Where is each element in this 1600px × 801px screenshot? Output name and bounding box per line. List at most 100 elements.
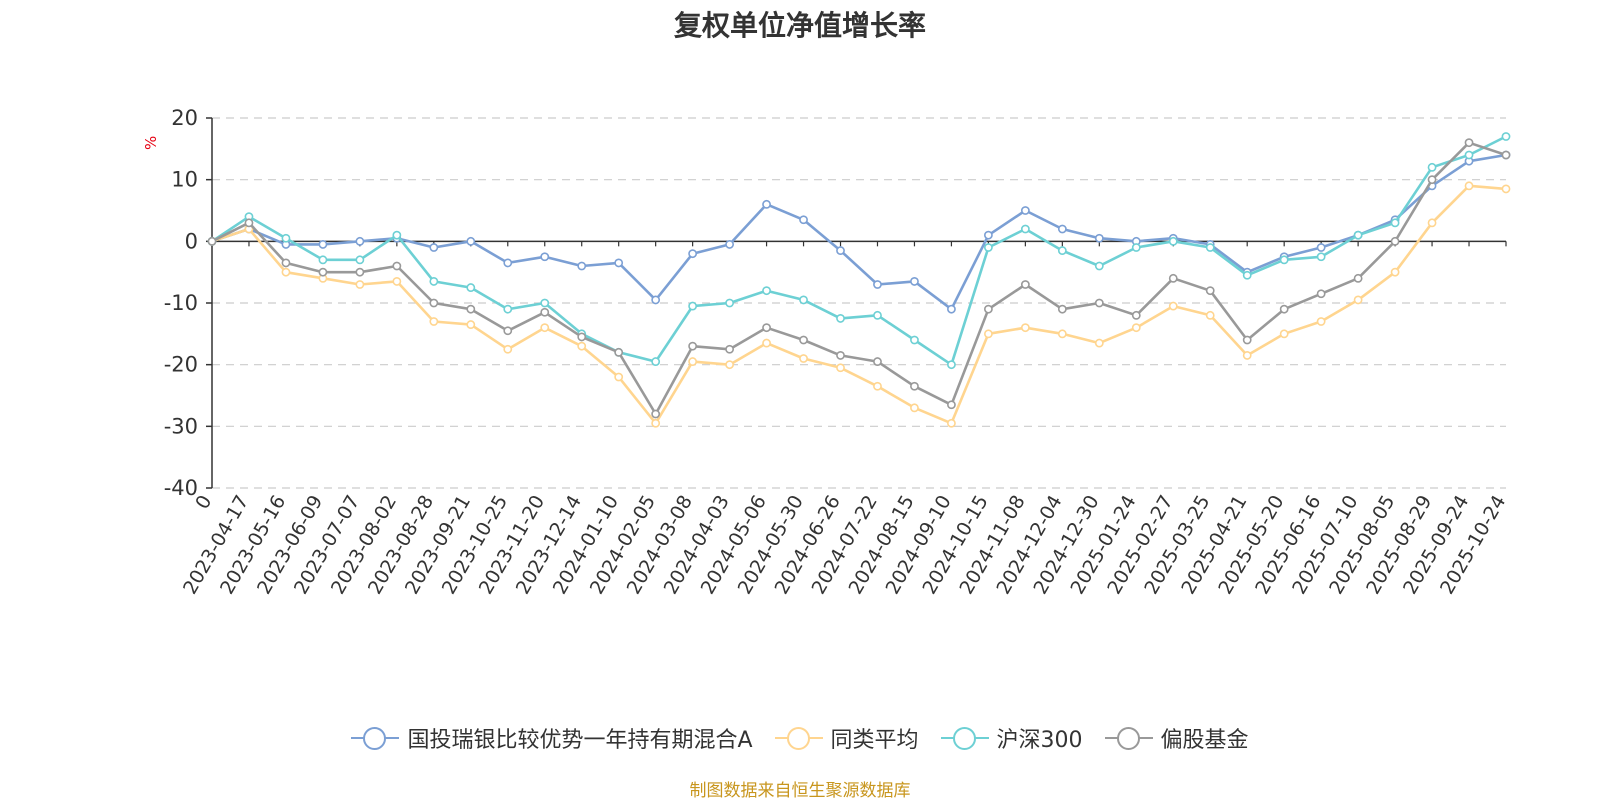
data-point[interactable]	[1316, 317, 1326, 326]
data-point[interactable]	[836, 314, 845, 323]
data-point[interactable]	[1501, 132, 1511, 141]
data-point[interactable]	[1242, 335, 1252, 345]
data-point[interactable]	[1390, 218, 1400, 228]
data-point[interactable]	[503, 326, 513, 336]
data-point[interactable]	[836, 363, 845, 373]
data-point[interactable]	[947, 360, 956, 370]
legend-item-csi300[interactable]: 沪深300	[940, 722, 1083, 754]
data-point[interactable]	[799, 215, 808, 225]
data-point[interactable]	[1168, 273, 1178, 283]
data-point[interactable]	[1316, 243, 1326, 252]
data-point[interactable]	[910, 381, 919, 391]
data-point[interactable]	[651, 418, 661, 428]
data-point[interactable]	[429, 317, 439, 326]
data-point[interactable]	[392, 230, 402, 240]
data-point[interactable]	[540, 252, 550, 262]
data-point[interactable]	[577, 332, 587, 342]
data-point[interactable]	[688, 341, 698, 351]
data-point[interactable]	[651, 409, 661, 419]
data-point[interactable]	[577, 341, 587, 351]
data-point[interactable]	[1020, 280, 1030, 289]
data-point[interactable]	[984, 304, 993, 314]
data-point[interactable]	[1020, 323, 1030, 333]
data-point[interactable]	[1131, 323, 1141, 333]
data-point[interactable]	[984, 329, 993, 339]
data-point[interactable]	[355, 255, 365, 265]
data-point[interactable]	[1242, 351, 1252, 360]
data-point[interactable]	[836, 246, 845, 255]
data-point[interactable]	[873, 357, 882, 366]
data-point[interactable]	[688, 301, 698, 311]
data-point[interactable]	[984, 243, 993, 252]
data-point[interactable]	[1353, 230, 1363, 240]
legend-item-fund[interactable]: 国投瑞银比较优势一年持有期混合A	[351, 722, 753, 754]
data-point[interactable]	[1131, 310, 1141, 320]
data-point[interactable]	[688, 357, 698, 366]
data-point[interactable]	[1057, 224, 1067, 234]
data-point[interactable]	[1094, 298, 1104, 308]
data-point[interactable]	[1316, 252, 1326, 262]
data-point[interactable]	[392, 277, 402, 286]
data-point[interactable]	[799, 354, 808, 363]
data-point[interactable]	[1205, 310, 1215, 320]
data-point[interactable]	[318, 267, 328, 277]
data-point[interactable]	[799, 295, 808, 305]
data-point[interactable]	[762, 286, 771, 296]
data-point[interactable]	[466, 304, 476, 314]
data-point[interactable]	[725, 298, 734, 308]
data-point[interactable]	[355, 267, 365, 277]
data-point[interactable]	[1501, 150, 1511, 160]
data-point[interactable]	[651, 357, 661, 366]
data-point[interactable]	[1390, 267, 1400, 277]
data-point[interactable]	[614, 258, 624, 268]
data-point[interactable]	[688, 249, 698, 259]
legend-item-peer-average[interactable]: 同类平均	[774, 722, 919, 754]
data-point[interactable]	[1464, 138, 1474, 148]
data-point[interactable]	[1020, 206, 1030, 215]
data-point[interactable]	[429, 298, 439, 308]
data-point[interactable]	[503, 344, 513, 354]
data-point[interactable]	[1168, 301, 1178, 311]
data-point[interactable]	[910, 335, 919, 345]
data-point[interactable]	[1205, 286, 1215, 296]
data-point[interactable]	[540, 307, 550, 317]
data-point[interactable]	[725, 360, 734, 370]
data-point[interactable]	[614, 347, 624, 357]
data-point[interactable]	[540, 323, 550, 333]
data-point[interactable]	[614, 372, 624, 382]
data-point[interactable]	[466, 283, 476, 292]
data-point[interactable]	[1279, 304, 1289, 314]
data-point[interactable]	[947, 400, 956, 410]
data-point[interactable]	[910, 403, 919, 413]
data-point[interactable]	[1279, 329, 1289, 339]
data-point[interactable]	[1057, 329, 1067, 339]
data-point[interactable]	[429, 243, 439, 252]
data-point[interactable]	[873, 310, 882, 320]
data-point[interactable]	[873, 381, 882, 391]
data-point[interactable]	[1242, 270, 1252, 280]
data-point[interactable]	[577, 261, 587, 271]
data-point[interactable]	[873, 280, 882, 289]
data-point[interactable]	[1057, 304, 1067, 314]
data-point[interactable]	[540, 298, 550, 308]
data-point[interactable]	[1057, 246, 1067, 255]
data-point[interactable]	[318, 240, 328, 249]
data-point[interactable]	[1501, 184, 1511, 194]
data-point[interactable]	[244, 218, 254, 228]
data-point[interactable]	[947, 304, 956, 314]
data-point[interactable]	[725, 344, 734, 354]
data-point[interactable]	[984, 230, 993, 240]
data-point[interactable]	[651, 295, 661, 305]
data-point[interactable]	[1464, 150, 1474, 160]
data-point[interactable]	[1316, 289, 1326, 299]
data-point[interactable]	[836, 351, 845, 360]
data-point[interactable]	[1094, 338, 1104, 348]
data-point[interactable]	[799, 335, 808, 345]
data-point[interactable]	[355, 280, 365, 289]
data-point[interactable]	[318, 255, 328, 265]
data-point[interactable]	[762, 338, 771, 348]
data-point[interactable]	[947, 418, 956, 428]
data-point[interactable]	[1390, 236, 1400, 246]
data-point[interactable]	[1464, 181, 1474, 191]
data-point[interactable]	[503, 304, 513, 314]
